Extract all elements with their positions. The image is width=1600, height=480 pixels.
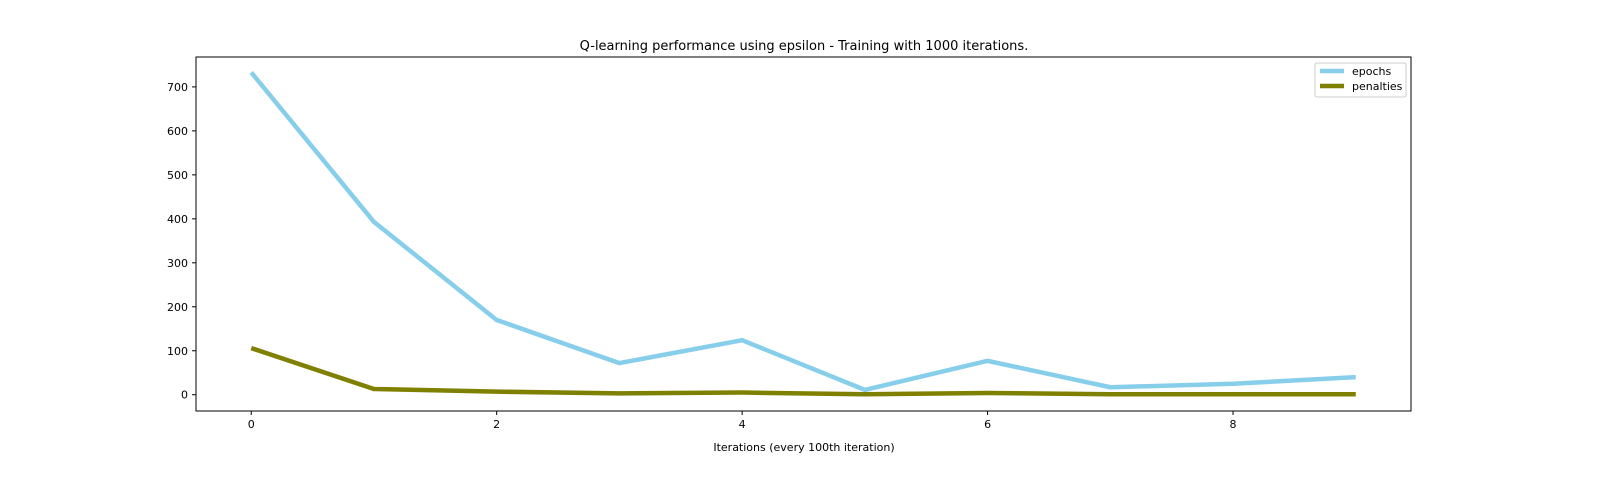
x-tick-label-2: 2 (493, 418, 500, 431)
y-tick-label-0: 0 (181, 389, 188, 402)
x-axis-title: Iterations (every 100th iteration) (713, 441, 894, 454)
x-axis: 0 2 4 6 8 (248, 411, 1237, 431)
x-tick-label-0: 0 (248, 418, 255, 431)
series-line-penalties (250, 345, 1356, 397)
legend-epochs-label: epochs (1352, 65, 1391, 78)
y-tick-label-500: 500 (167, 169, 188, 182)
y-axis: 0 100 200 300 400 500 600 700 (167, 81, 196, 402)
y-tick-label-700: 700 (167, 81, 188, 94)
legend-penalties-label: penalties (1352, 80, 1403, 93)
y-tick-label-400: 400 (167, 213, 188, 226)
y-tick-label-300: 300 (167, 257, 188, 270)
y-tick-label-100: 100 (167, 345, 188, 358)
series-layer (249, 70, 1356, 397)
x-tick-label-4: 4 (739, 418, 746, 431)
series-line-epochs (249, 70, 1356, 393)
plot-background (196, 57, 1411, 411)
y-tick-label-600: 600 (167, 125, 188, 138)
legend: epochs penalties (1314, 62, 1407, 98)
x-tick-label-8: 8 (1230, 418, 1237, 431)
plot-frame (195, 56, 1412, 412)
plot-area (195, 56, 1412, 412)
x-tick-label-6: 6 (984, 418, 991, 431)
y-tick-label-200: 200 (167, 301, 188, 314)
chart-title: Q-learning performance using epsilon - T… (580, 39, 1029, 54)
